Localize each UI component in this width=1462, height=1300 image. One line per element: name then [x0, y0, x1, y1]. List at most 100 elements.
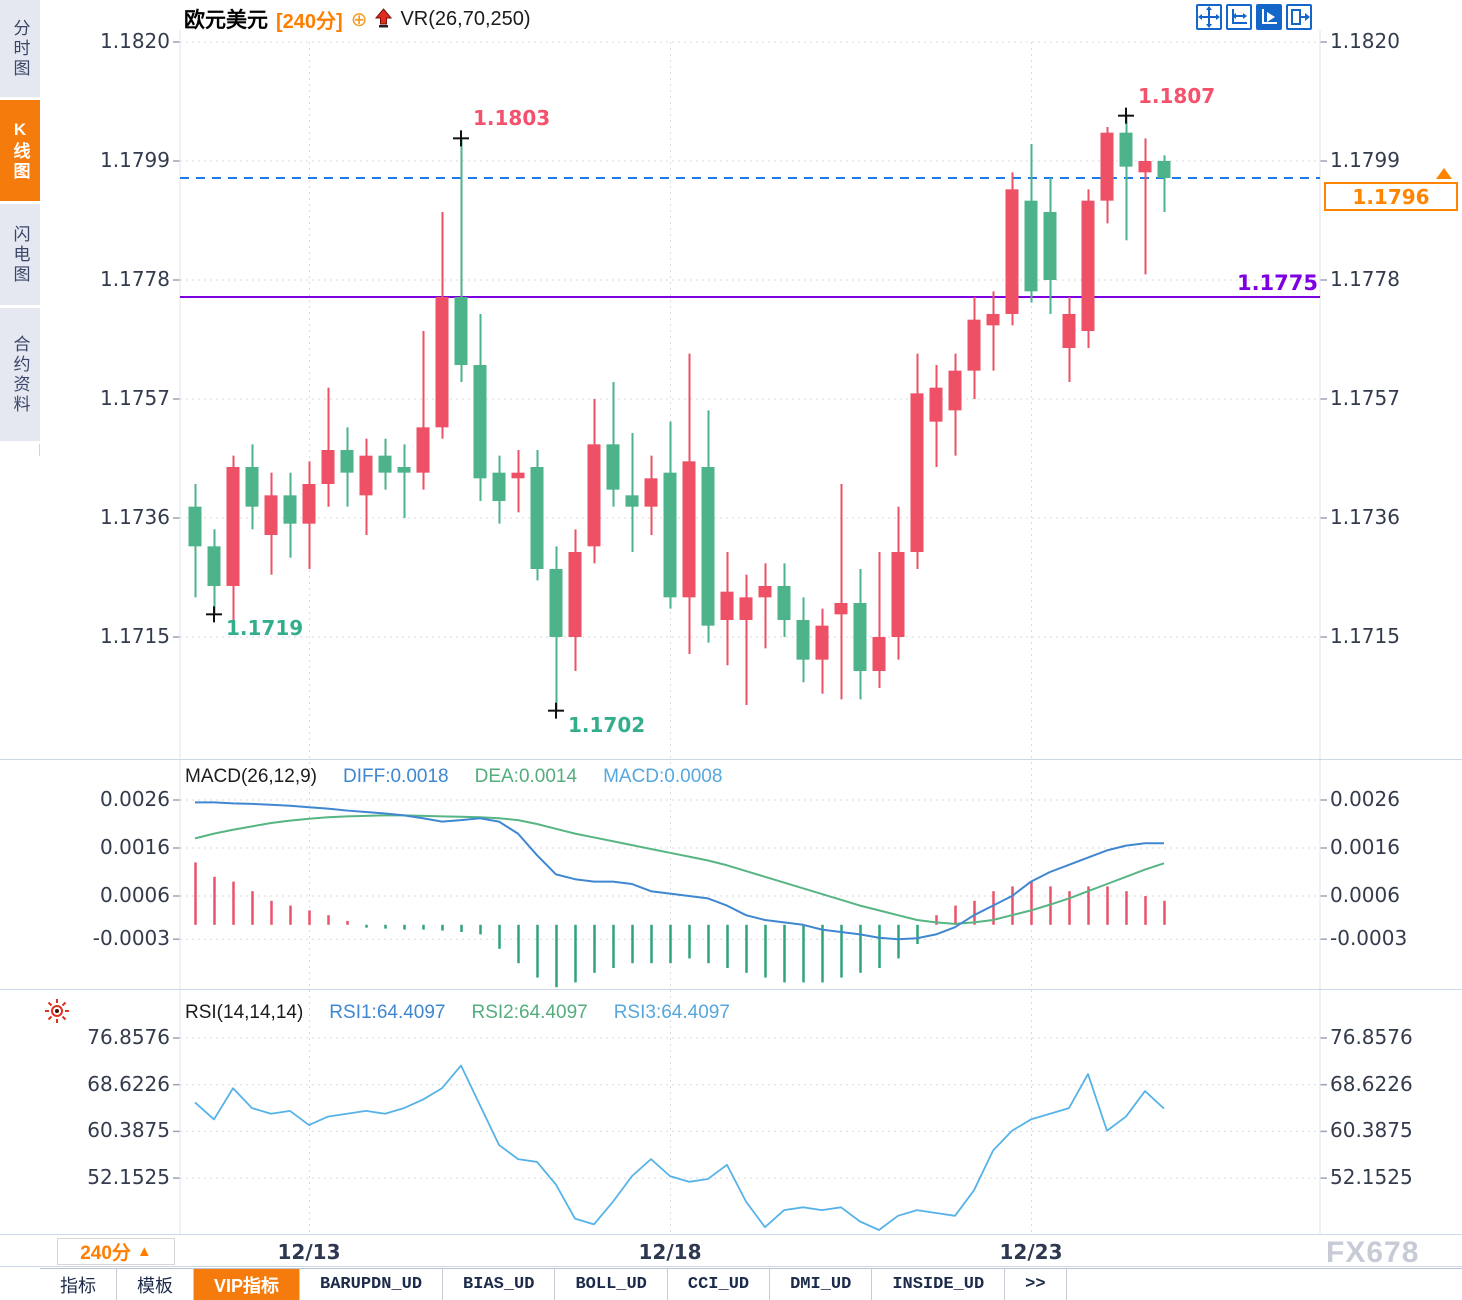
candle-body: [397, 467, 411, 473]
indicator-tab-5[interactable]: BIAS_UD: [443, 1269, 556, 1300]
candle-body: [1062, 314, 1076, 348]
macd-diff-value: DIFF:0.0018: [343, 766, 449, 787]
macd-axis-label: -0.0003: [1330, 926, 1408, 951]
period-tag[interactable]: [240分]: [276, 10, 343, 33]
candle-body: [663, 472, 677, 598]
sidebar-tab-4[interactable]: 合约资料: [0, 308, 40, 444]
candle-body: [967, 319, 981, 371]
period-label: 240分: [80, 1243, 131, 1264]
candle-body: [701, 467, 715, 626]
candle-body: [435, 297, 449, 428]
period-selector[interactable]: 240分 ▲: [57, 1238, 175, 1265]
rsi-axis-label: 52.1525: [87, 1165, 170, 1190]
vr-indicator-label[interactable]: VR(26,70,250): [400, 7, 531, 30]
indicator-tab-10[interactable]: >>: [1005, 1269, 1067, 1300]
current-price-badge: 1.1796: [1324, 182, 1458, 211]
rsi-line: [194, 1064, 1165, 1231]
sidebar-tab-3[interactable]: 闪电图: [0, 204, 40, 308]
indicator-settings-icon[interactable]: [44, 998, 70, 1029]
support-line-label: 1.1775: [1236, 271, 1318, 295]
chart-header: 欧元美元 [240分] ⊕ VR(26,70,250): [184, 4, 531, 34]
candle-body: [245, 467, 259, 507]
candle-body: [302, 484, 316, 524]
macd-pane-title: MACD(26,12,9) DIFF:0.0018 DEA:0.0014 MAC…: [185, 766, 722, 788]
move-crosshair-icon[interactable]: [1196, 4, 1222, 30]
candle-body: [986, 314, 1000, 326]
rsi-axis-label: 68.6226: [1330, 1071, 1413, 1096]
indicator-tab-7[interactable]: CCI_UD: [668, 1269, 771, 1300]
add-indicator-icon[interactable]: ⊕: [350, 8, 368, 31]
candle-body: [1100, 132, 1114, 201]
candle-body: [758, 586, 772, 598]
up-arrow-icon: [375, 8, 393, 30]
candle-body: [929, 387, 943, 422]
sidebar: 分时图 K线图 闪电图 合约资料: [0, 0, 40, 456]
price-up-arrow-icon: [1436, 168, 1452, 179]
indicator-tab-4[interactable]: BARUPDN_UD: [300, 1269, 444, 1300]
indicator-tab-2[interactable]: 模板: [117, 1269, 194, 1300]
candle-body: [359, 455, 373, 496]
period-dropdown-icon: ▲: [136, 1243, 152, 1260]
rsi-axis-label: 52.1525: [1330, 1165, 1413, 1190]
candle-body: [1138, 161, 1152, 173]
watermark: FX678: [1326, 1236, 1420, 1269]
indicator-tab-6[interactable]: BOLL_UD: [555, 1269, 668, 1300]
sidebar-tab-2[interactable]: K线图: [0, 100, 40, 204]
symbol-title: 欧元美元: [184, 9, 268, 32]
candle-body: [511, 472, 525, 479]
candle-body: [264, 495, 278, 535]
sidebar-tab-1[interactable]: 分时图: [0, 0, 40, 100]
price-axis-label: 1.1715: [1330, 624, 1400, 648]
indicator-tab-9[interactable]: INSIDE_UD: [872, 1269, 1006, 1300]
indicator-tab-8[interactable]: DMI_UD: [770, 1269, 873, 1300]
axis-scale-icon[interactable]: [1226, 4, 1252, 30]
candle-body: [454, 297, 468, 365]
rsi1-value: RSI1:64.4097: [329, 1002, 446, 1023]
candle-body: [1081, 200, 1095, 331]
chart-toolbar: [1196, 4, 1312, 30]
low-price-annotation: 1.1719: [226, 616, 304, 641]
candle-body: [587, 444, 601, 547]
date-axis-label: 12/23: [999, 1240, 1063, 1264]
indicator-tab-1[interactable]: 指标: [40, 1269, 117, 1300]
price-axis-label: 1.1778: [1330, 267, 1400, 291]
candle-body: [625, 495, 639, 507]
candle-body: [739, 597, 753, 620]
candle-body: [568, 552, 582, 637]
rsi-title: RSI(14,14,14): [185, 1002, 304, 1023]
macd-diff-line: [195, 801, 1164, 941]
date-axis-label: 12/13: [277, 1240, 341, 1264]
auto-scale-icon[interactable]: [1256, 4, 1282, 30]
candle-body: [1119, 132, 1133, 167]
indicator-tab-3[interactable]: VIP指标: [194, 1269, 301, 1300]
macd-macd-value: MACD:0.0008: [603, 766, 723, 787]
price-axis-label: 1.1736: [100, 505, 170, 529]
rsi-axis-label: 76.8576: [87, 1025, 170, 1049]
price-axis-label: 1.1799: [100, 148, 170, 172]
rsi-pane-title: RSI(14,14,14) RSI1:64.4097 RSI2:64.4097 …: [185, 1002, 730, 1024]
rsi-axis-label: 60.3875: [1330, 1118, 1413, 1143]
rsi-axis-label: 68.6226: [87, 1071, 170, 1096]
macd-axis-label: -0.0003: [92, 926, 170, 951]
macd-axis-label: 0.0026: [1330, 787, 1400, 811]
candle-body: [682, 461, 696, 598]
price-axis-label: 1.1799: [1330, 148, 1400, 172]
macd-dea-value: DEA:0.0014: [474, 766, 578, 787]
pane-shift-icon[interactable]: [1286, 4, 1312, 30]
candle-body: [948, 370, 962, 411]
price-axis-label: 1.1820: [1330, 29, 1400, 53]
indicator-tabbar: 指标 模板 VIP指标 BARUPDN_UD BIAS_UD BOLL_UD CCI_UD D…: [40, 1268, 1462, 1300]
candle-body: [1043, 212, 1057, 280]
candle-body: [834, 603, 848, 615]
candle-body: [416, 427, 430, 473]
candle-body: [473, 365, 487, 479]
candle-body: [720, 591, 734, 620]
rsi-axis-label: 60.3875: [87, 1118, 170, 1143]
candle-body: [492, 472, 506, 501]
candle-body: [340, 450, 354, 473]
macd-axis-label: 0.0006: [100, 883, 170, 907]
candle-body: [644, 478, 658, 507]
macd-axis-label: 0.0006: [1330, 883, 1400, 907]
candle-body: [777, 586, 791, 620]
candle-body: [606, 444, 620, 490]
